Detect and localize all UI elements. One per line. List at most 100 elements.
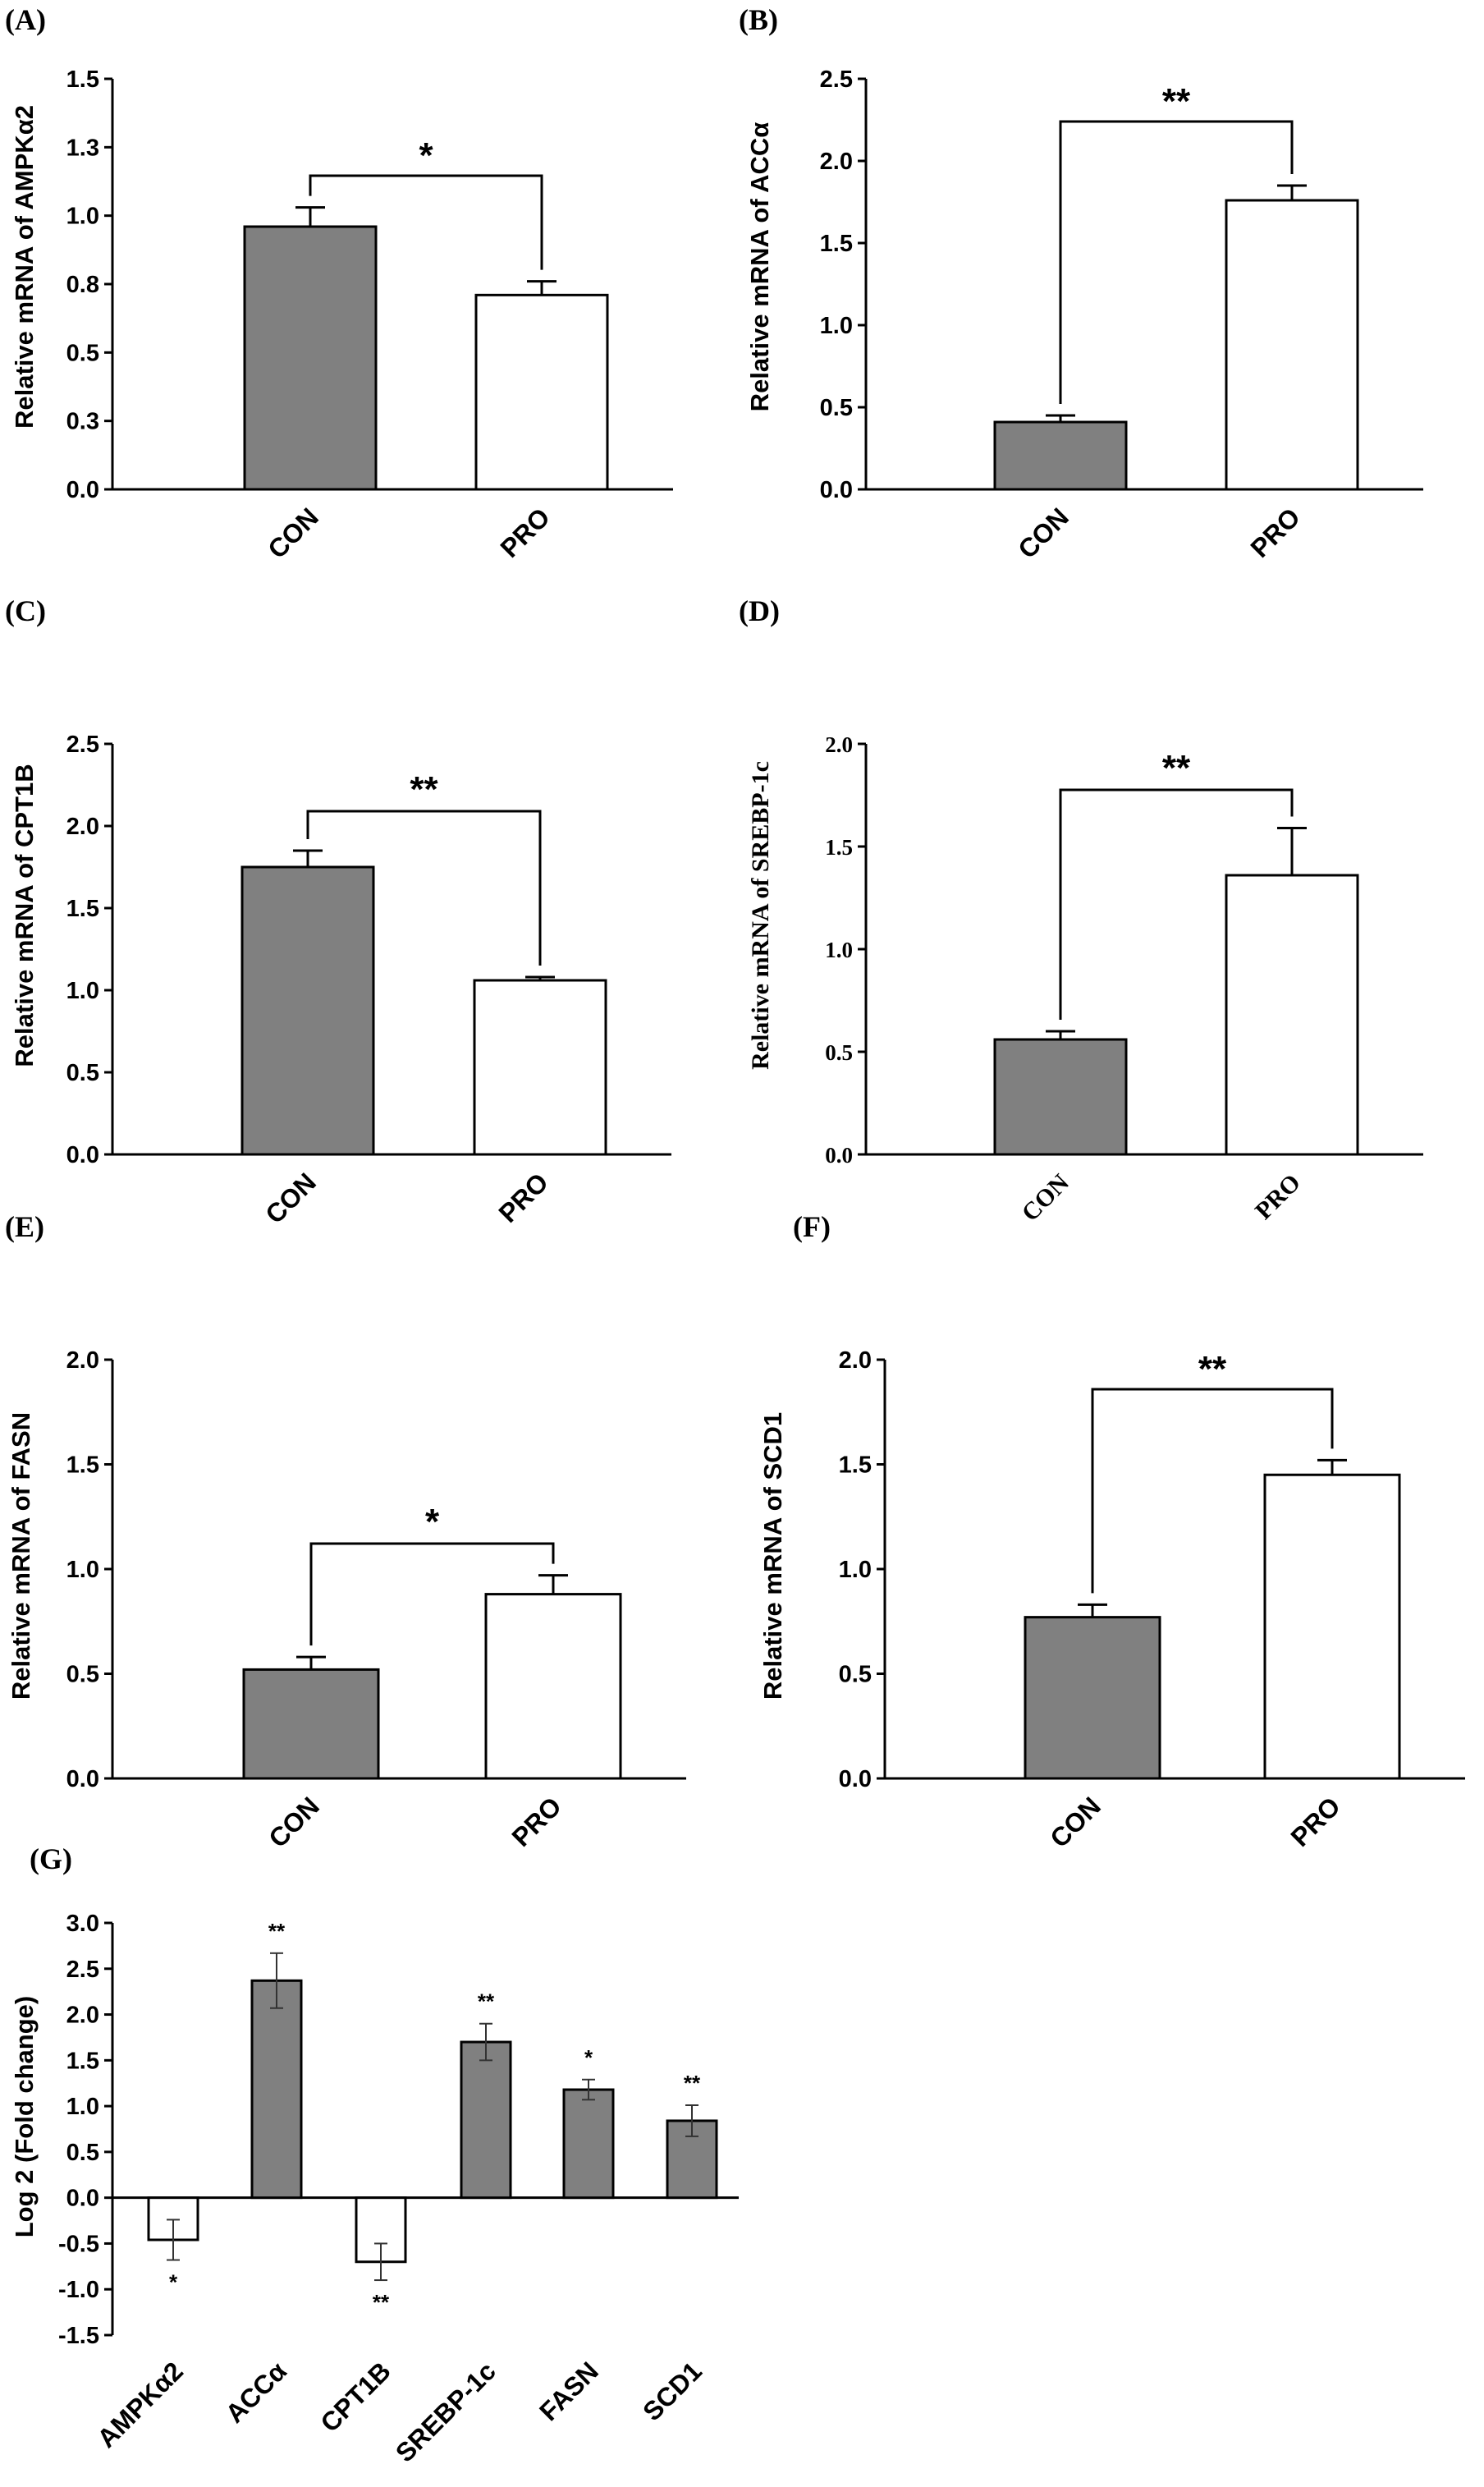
y-tick-label: 2.0 — [66, 1347, 99, 1374]
y-tick-label: 0.5 — [820, 395, 853, 421]
y-tick-label: -0.5 — [58, 2231, 99, 2257]
y-tick-label: -1.0 — [58, 2277, 99, 2303]
x-tick-label: CON — [1044, 1791, 1106, 1853]
y-tick-label: 3.0 — [66, 1911, 99, 1937]
y-tick-label: 2.0 — [839, 1347, 872, 1374]
significance-marker: * — [584, 2045, 593, 2070]
y-tick-label: 2.0 — [820, 149, 853, 175]
bar-pro — [474, 293, 609, 491]
x-tick-label: FASN — [534, 2356, 604, 2426]
panel-letter: (B) — [739, 3, 778, 36]
y-tick-label: 1.0 — [820, 313, 853, 339]
significance-marker: ** — [478, 1989, 495, 2014]
bar-fasn — [562, 2088, 615, 2200]
y-tick-label: 1.5 — [820, 231, 853, 257]
y-tick-label: 0.0 — [820, 477, 853, 503]
y-tick-label: 0.0 — [839, 1766, 872, 1792]
bar-con — [993, 1038, 1128, 1156]
y-tick-label: 0.5 — [839, 1662, 872, 1688]
bar-con — [240, 865, 375, 1156]
x-tick-label: CON — [262, 502, 324, 564]
y-tick-label: 1.5 — [66, 896, 99, 922]
bar-con — [242, 1668, 380, 1780]
x-tick-label: PRO — [1285, 1791, 1345, 1851]
x-tick-label: SCD1 — [637, 2356, 708, 2426]
chart-panel-a: (A) Relative mRNA of AMPKα2 0.0 0.3 0.5 0.8… — [5, 3, 673, 564]
y-tick-label: 1.3 — [66, 135, 99, 161]
significance-marker: * — [169, 2270, 178, 2295]
plot-area: 0.0 0.3 0.5 0.8 1.0 1.3 1.5 CON PRO * — [66, 67, 673, 564]
y-axis-label: Relative mRNA of CPT1B — [10, 764, 39, 1067]
bar-srebp-1c — [460, 2040, 512, 2200]
chart-panel-d: (D) Relative mRNA of SREBP-1c 0.0 0.5 1.0 1… — [739, 594, 1423, 1227]
y-tick-label: 0.0 — [66, 1766, 99, 1792]
y-tick-label: 0.0 — [66, 477, 99, 503]
y-tick-label: 2.0 — [66, 2003, 99, 2029]
significance-bracket — [1059, 120, 1294, 404]
y-axis-label: Relative mRNA of ACCα — [745, 122, 774, 412]
y-tick-label: 2.5 — [66, 1957, 99, 1983]
y-tick-label: -1.5 — [58, 2323, 99, 2349]
y-tick-label: 1.5 — [66, 67, 99, 93]
y-tick-label: 2.5 — [820, 67, 853, 93]
y-tick-label: 0.5 — [66, 2140, 99, 2166]
bar-accα — [250, 1979, 303, 2200]
y-tick-label: 2.0 — [825, 732, 853, 757]
y-axis-label: Relative mRNA of FASN — [7, 1412, 35, 1700]
plot-area: -1.5 -1.0 -0.5 0.0 0.5 1.0 1.5 2.0 2.5 3.0 * AMPKα2… — [58, 1911, 739, 2468]
panel-letter: (G) — [30, 1842, 72, 1875]
bar-con — [993, 420, 1128, 491]
y-axis-label: Log 2 (Fold change) — [10, 1996, 39, 2238]
significance-bracket — [1059, 788, 1294, 1020]
y-tick-label: 1.5 — [825, 835, 853, 860]
significance-marker: ** — [373, 2290, 390, 2315]
y-tick-label: 0.0 — [66, 2186, 99, 2212]
y-tick-label: 1.0 — [66, 1557, 99, 1583]
y-tick-label: 1.0 — [66, 204, 99, 230]
bar-pro — [484, 1593, 622, 1780]
y-tick-label: 2.5 — [66, 732, 99, 758]
y-axis-label: Relative mRNA of AMPKα2 — [10, 105, 39, 429]
x-tick-label: SREBP-1c — [390, 2356, 502, 2467]
y-tick-label: 0.5 — [66, 340, 99, 366]
y-tick-label: 0.8 — [66, 272, 99, 298]
significance-marker: * — [419, 135, 433, 176]
significance-marker: ** — [410, 769, 438, 810]
bar-con — [1024, 1616, 1161, 1780]
panel-letter: (F) — [793, 1210, 831, 1243]
y-tick-label: 1.0 — [839, 1557, 872, 1583]
chart-panel-f: (F) Relative mRNA of SCD1 0.0 0.5 1.0 1.5 2.… — [758, 1210, 1465, 1853]
significance-bracket — [1091, 1388, 1334, 1594]
significance-marker: ** — [1198, 1349, 1227, 1389]
significance-bracket — [306, 810, 542, 966]
y-tick-label: 0.0 — [825, 1143, 853, 1168]
chart-panel-b: (B) Relative mRNA of ACCα 0.0 0.5 1.0 1.5 2.… — [739, 3, 1423, 564]
bar-pro — [1225, 199, 1359, 491]
panel-letter: (C) — [5, 594, 46, 627]
x-tick-label: PRO — [1244, 502, 1305, 562]
x-tick-label: PRO — [494, 502, 555, 562]
y-tick-label: 1.5 — [66, 1452, 99, 1479]
bar-ampkα2 — [147, 2196, 199, 2242]
chart-panel-e: (E) Relative mRNA of FASN 0.0 0.5 1.0 1.5 2.… — [5, 1210, 686, 1853]
significance-marker: ** — [1162, 748, 1191, 788]
y-tick-label: 2.0 — [66, 814, 99, 840]
y-axis-label: Relative mRNA of SCD1 — [758, 1412, 787, 1700]
significance-bracket — [309, 174, 543, 270]
chart-panel-c: (C) Relative mRNA of CPT1B 0.0 0.5 1.0 1.5 2… — [5, 594, 671, 1229]
panel-letter: (E) — [5, 1210, 44, 1243]
panel-letter: (A) — [5, 3, 46, 36]
significance-bracket — [309, 1542, 555, 1646]
chart-panel-g: (G) Log 2 (Fold change) -1.5 -1.0 -0.5 0.0 0… — [10, 1842, 739, 2468]
y-tick-label: 1.0 — [825, 938, 853, 962]
panel-letter: (D) — [739, 594, 780, 627]
x-tick-label: AMPKα2 — [91, 2356, 189, 2453]
plot-area: 0.0 0.5 1.0 1.5 2.0 CON PRO ** — [839, 1347, 1465, 1853]
y-tick-label: 1.5 — [839, 1452, 872, 1479]
bar-pro — [473, 979, 607, 1156]
y-tick-label: 0.3 — [66, 409, 99, 435]
